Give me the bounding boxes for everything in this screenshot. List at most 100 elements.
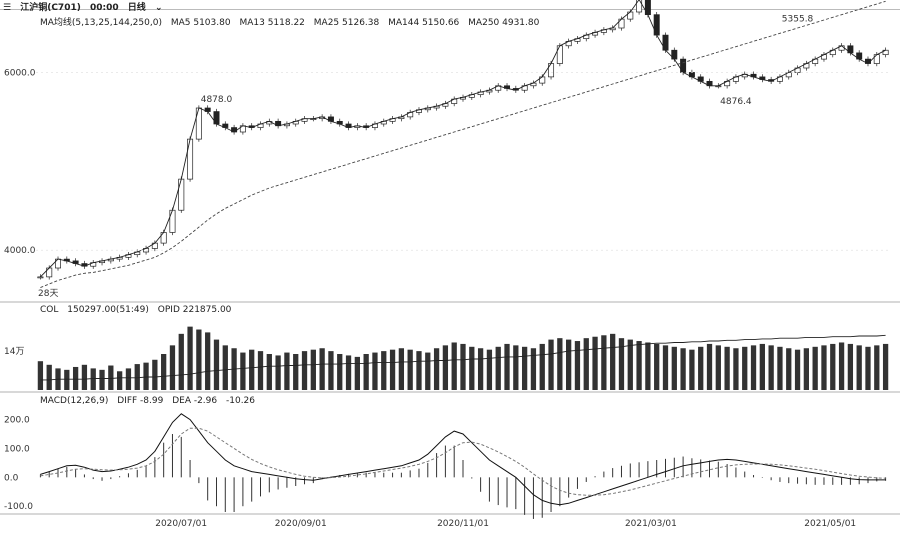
volume-bar xyxy=(530,348,537,390)
volume-bar xyxy=(583,338,589,390)
volume-bar xyxy=(742,346,748,390)
volume-tick-14wan: 14万 xyxy=(4,347,24,357)
volume-bar xyxy=(187,326,193,390)
volume-bar xyxy=(178,333,184,390)
volume-bar xyxy=(477,348,484,390)
annotation-4876: 4876.4 xyxy=(720,97,752,107)
open-interest-value: OPID 221875.00 xyxy=(157,305,232,315)
volume-bar xyxy=(557,338,563,390)
volume-bar xyxy=(222,345,228,390)
price-candle xyxy=(195,107,202,140)
volume-bar xyxy=(830,343,836,390)
volume-bar xyxy=(293,354,299,390)
macd-diff-value: DIFF -8.99 xyxy=(117,396,164,406)
volume-bar xyxy=(108,365,114,390)
volume-bar xyxy=(205,332,211,390)
volume-bar xyxy=(654,343,660,390)
macd-label: MACD(12,26,9) xyxy=(40,396,109,406)
x-date-label-4: 2021/05/01 xyxy=(804,519,856,529)
volume-label: COL xyxy=(40,305,59,315)
ma-readout-1: MA5 5103.80 xyxy=(170,18,231,28)
macd-dea-line xyxy=(40,427,886,496)
volume-bar xyxy=(680,348,686,390)
price-candle xyxy=(644,0,651,16)
macd-tick-0: 200.0 xyxy=(4,416,30,426)
volume-bar xyxy=(90,368,96,390)
price-candle xyxy=(37,276,44,279)
volume-bar xyxy=(381,351,387,390)
volume-bar xyxy=(134,364,140,390)
volume-bar xyxy=(37,361,44,390)
price-candle xyxy=(178,178,185,211)
volume-bar xyxy=(301,351,308,390)
volume-bar xyxy=(125,368,132,390)
volume-bar xyxy=(636,341,642,390)
volume-bar xyxy=(81,364,88,390)
macd-tick-3: -100.0 xyxy=(4,502,33,512)
volume-bar xyxy=(451,342,457,390)
volume-bar xyxy=(689,349,695,390)
volume-bar xyxy=(838,342,845,390)
volume-bar xyxy=(671,346,677,390)
volume-bar xyxy=(662,345,669,390)
macd-hist-value: -10.26 xyxy=(226,396,256,406)
chevron-down-icon[interactable]: ⌄ xyxy=(154,3,163,13)
volume-bar xyxy=(257,351,264,390)
macd-diff-line xyxy=(40,413,886,506)
volume-bar xyxy=(240,352,246,390)
volume-bar xyxy=(213,339,220,390)
volume-bar xyxy=(786,348,792,390)
symbol-label: 江沪铜(C701) xyxy=(20,3,81,13)
volume-bar xyxy=(469,346,475,390)
volume-bar xyxy=(812,346,818,390)
price-candle xyxy=(169,209,176,233)
x-date-label-0: 2020/07/01 xyxy=(155,519,207,529)
volume-bar xyxy=(548,339,554,390)
menu-icon[interactable]: ☰ xyxy=(3,3,12,13)
volume-bar xyxy=(759,343,765,390)
annotation-days: 28天 xyxy=(38,289,58,299)
ma-readout-3: MA25 5126.38 xyxy=(313,18,380,28)
volume-bar xyxy=(715,345,721,390)
annotation-4878: 4878.0 xyxy=(201,95,233,105)
volume-bar xyxy=(152,359,158,390)
volume-bar xyxy=(275,355,281,390)
ma-readout-5: MA250 4931.80 xyxy=(468,18,540,28)
price-tick-4000: 4000.0 xyxy=(4,246,36,256)
volume-bar xyxy=(856,345,862,390)
annotation-5355: 5355.8 xyxy=(782,14,814,24)
volume-bar xyxy=(310,349,316,390)
volume-bar xyxy=(610,333,616,390)
volume-bar xyxy=(64,369,70,390)
ma-line xyxy=(40,0,886,289)
volume-bar xyxy=(249,349,255,390)
volume-bar xyxy=(143,362,149,390)
volume-bar xyxy=(706,343,713,390)
volume-bar xyxy=(794,349,801,390)
volume-bar xyxy=(161,354,167,390)
volume-bar xyxy=(389,349,396,390)
period-label[interactable]: 日线 xyxy=(127,3,146,13)
macd-readout-row: MACD(12,26,9) DIFF -8.99 DEA -2.96 -10.2… xyxy=(40,396,261,406)
volume-bar xyxy=(460,343,466,390)
x-date-label-1: 2020/09/01 xyxy=(275,519,327,529)
ma-indicator-name: MA均线(5,13,25,144,250,0) xyxy=(40,18,162,28)
volume-bar xyxy=(442,345,449,390)
volume-bar xyxy=(513,345,519,390)
ma-readout-row: MA均线(5,13,25,144,250,0) MA5 5103.80 MA13… xyxy=(40,15,545,28)
price-candle xyxy=(662,34,669,51)
volume-bar xyxy=(169,345,176,390)
top-header: ☰ 江沪铜(C701) 00:00 日线 ⌄ xyxy=(3,0,168,13)
volume-bar xyxy=(847,343,854,390)
volume-bar xyxy=(196,329,202,390)
volume-bar xyxy=(865,346,871,390)
volume-bar xyxy=(372,352,378,390)
volume-bar xyxy=(425,352,431,390)
volume-bar xyxy=(72,366,79,390)
price-close-line xyxy=(40,0,886,278)
volume-bar xyxy=(592,336,598,390)
volume-bar xyxy=(566,339,572,390)
volume-bar xyxy=(539,343,545,390)
